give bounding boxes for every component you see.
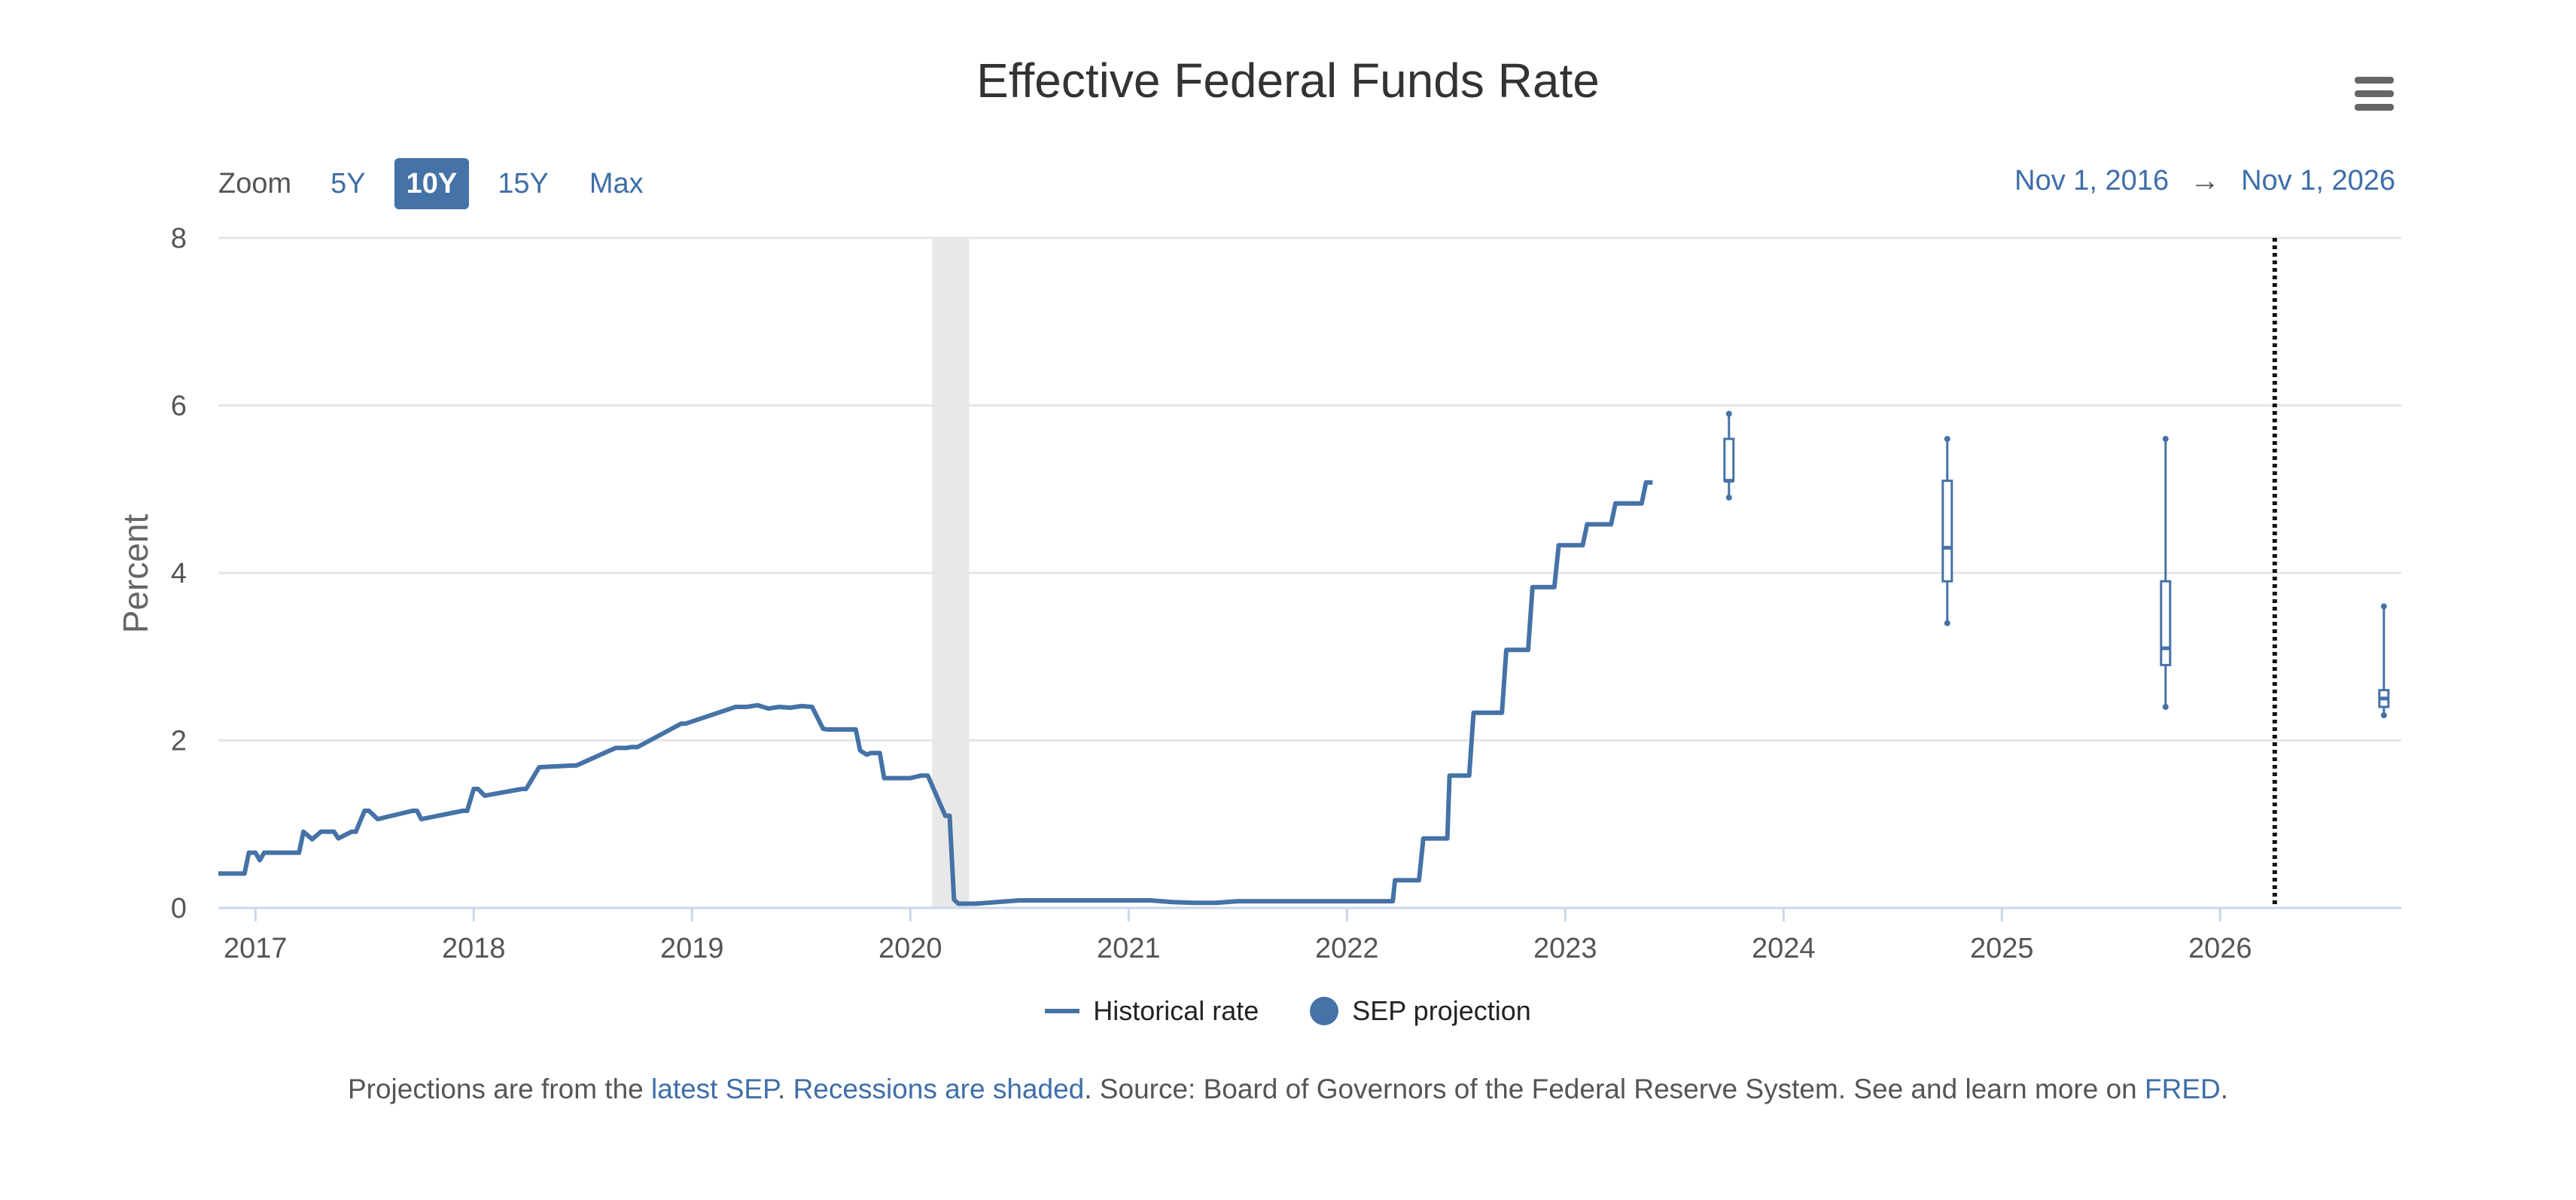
y-tick-label: 0 bbox=[171, 893, 187, 924]
sep-boxplot-1 bbox=[1941, 436, 1953, 626]
footer-note: Projections are from the latest SEP. Rec… bbox=[0, 1074, 2576, 1105]
footer-middle: . Source: Board of Governors of the Fede… bbox=[1084, 1074, 2145, 1104]
zoom-10y-button[interactable]: 10Y bbox=[394, 158, 470, 209]
zoom-label: Zoom bbox=[218, 167, 292, 199]
y-axis-label: Percent bbox=[116, 514, 155, 634]
sep-box bbox=[1941, 480, 1953, 583]
x-tick-label: 2019 bbox=[660, 933, 724, 964]
sep-high-point bbox=[1725, 410, 1732, 417]
sep-projection-group bbox=[1723, 410, 2390, 719]
x-axis-ticks: 2017 2018 2019 2020 2021 2022 2023 2024 2025 2026 bbox=[224, 908, 2252, 964]
x-tick-label: 2024 bbox=[1752, 933, 1816, 964]
sep-low-point bbox=[2380, 712, 2387, 719]
legend-item-sep[interactable]: SEP projection bbox=[1310, 995, 1531, 1027]
legend-item-historical[interactable]: Historical rate bbox=[1045, 995, 1259, 1027]
sep-box bbox=[1723, 437, 1735, 483]
legend-line-icon bbox=[1045, 1009, 1080, 1013]
legend: Historical rate SEP projection bbox=[0, 995, 2576, 1027]
legend-label-sep: SEP projection bbox=[1352, 995, 1531, 1026]
footer-sep1: . bbox=[778, 1074, 793, 1104]
sep-high-point bbox=[1944, 436, 1950, 442]
y-tick-label: 8 bbox=[171, 223, 187, 254]
legend-dot-icon bbox=[1310, 997, 1339, 1025]
sep-high-point bbox=[2162, 436, 2169, 442]
y-axis-ticks: 0 2 4 6 8 bbox=[171, 223, 187, 924]
sep-box bbox=[2160, 580, 2172, 666]
chart-title: Effective Federal Funds Rate bbox=[976, 53, 1600, 108]
x-tick-label: 2025 bbox=[1970, 933, 2034, 964]
sep-low-point bbox=[1944, 620, 1950, 626]
y-tick-label: 4 bbox=[171, 558, 187, 589]
y-tick-label: 2 bbox=[171, 726, 187, 757]
footer-prefix: Projections are from the bbox=[347, 1074, 652, 1104]
x-tick-label: 2018 bbox=[442, 933, 506, 964]
hamburger-menu-icon[interactable] bbox=[2355, 77, 2394, 111]
zoom-5y-button[interactable]: 5Y bbox=[330, 168, 366, 199]
historical-rate-group bbox=[218, 480, 1653, 906]
gridlines bbox=[218, 236, 2401, 909]
range-arrow-icon: → bbox=[2190, 164, 2221, 197]
legend-label-historical: Historical rate bbox=[1093, 995, 1259, 1026]
y-tick-label: 6 bbox=[171, 391, 187, 422]
sep-boxplot-2 bbox=[2160, 436, 2172, 710]
recessions-link[interactable]: Recessions are shaded bbox=[793, 1074, 1085, 1104]
x-tick-label: 2021 bbox=[1097, 933, 1161, 964]
x-tick-label: 2017 bbox=[224, 933, 288, 964]
sep-low-point bbox=[2162, 704, 2169, 710]
x-tick-label: 2022 bbox=[1315, 933, 1379, 964]
zoom-controls: Zoom 5Y 10Y 15Y Max bbox=[218, 158, 672, 209]
fred-link[interactable]: FRED bbox=[2145, 1074, 2221, 1104]
x-tick-label: 2020 bbox=[878, 933, 942, 964]
x-tick-label: 2026 bbox=[2188, 933, 2252, 964]
zoom-max-button[interactable]: Max bbox=[589, 168, 644, 199]
range-end[interactable]: Nov 1, 2026 bbox=[2241, 165, 2395, 196]
historical-rate-line bbox=[218, 480, 1653, 906]
date-range: Nov 1, 2016 → Nov 1, 2026 bbox=[2014, 164, 2395, 198]
sep-boxplot-3 bbox=[2378, 603, 2390, 719]
latest-sep-link[interactable]: latest SEP bbox=[651, 1074, 778, 1104]
x-tick-label: 2023 bbox=[1533, 933, 1597, 964]
sep-low-point bbox=[1725, 494, 1732, 501]
zoom-15y-button[interactable]: 15Y bbox=[498, 168, 549, 199]
range-start[interactable]: Nov 1, 2016 bbox=[2014, 165, 2170, 196]
footer-suffix: . bbox=[2220, 1074, 2229, 1104]
sep-boxplot-0 bbox=[1723, 410, 1735, 501]
sep-high-point bbox=[2380, 603, 2387, 610]
